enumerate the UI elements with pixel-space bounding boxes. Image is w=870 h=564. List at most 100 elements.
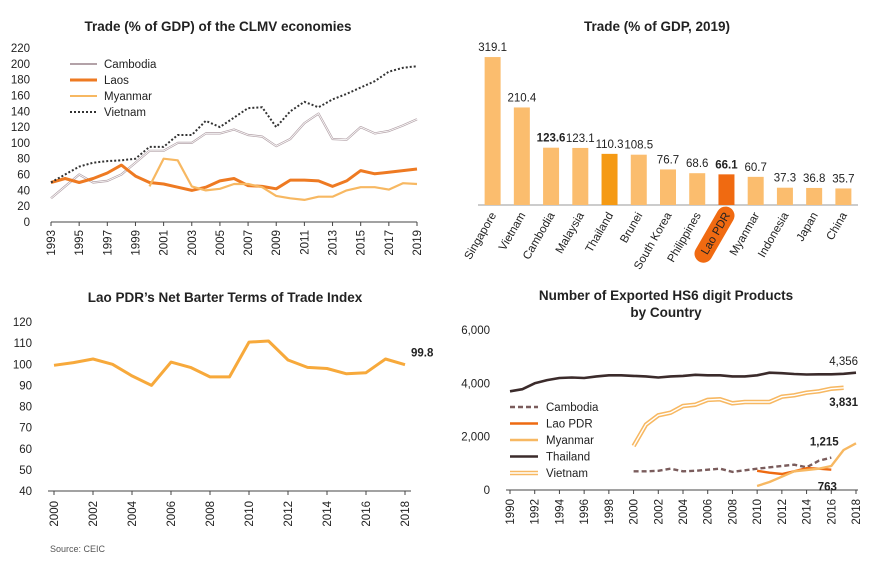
x-tick-label: 1990 (505, 499, 517, 525)
highlight-pill (694, 206, 735, 263)
x-tick-label: 2013 (328, 230, 340, 256)
x-tick-label: 1996 (579, 499, 591, 525)
y-tick-label: 80 (19, 402, 32, 414)
data-label: 35.7 (832, 173, 854, 185)
value-annotation: 763 (818, 482, 837, 494)
x-tick-label: 1993 (46, 230, 58, 256)
data-label: 108.5 (624, 140, 653, 152)
y-tick-label: 6,000 (461, 325, 490, 337)
series-line-cambodia (50, 112, 418, 200)
y-tick-label: 2,000 (461, 432, 490, 444)
legend-label: Thailand (546, 452, 590, 464)
y-tick-label: 60 (17, 170, 30, 182)
bar-brunei (630, 154, 647, 205)
series-line-myanmar (756, 442, 857, 488)
bar-malaysia (572, 147, 589, 205)
legend-label: Laos (104, 75, 129, 87)
chart-trade-2019: Trade (% of GDP, 2019) 319.1 Singapore 210.… (463, 19, 858, 272)
x-tick-label: China (825, 210, 851, 243)
y-tick-label: 160 (11, 90, 30, 102)
chart-hs6-products: Number of Exported HS6 digit Products by … (461, 288, 863, 525)
x-tick-label: 1994 (554, 498, 566, 524)
x-tick-label: 2014 (322, 500, 334, 526)
x-tick-label: 2001 (159, 230, 171, 256)
x-tick-label: 2006 (166, 501, 178, 527)
x-tick-label: 1995 (74, 230, 86, 256)
bar-indonesia (776, 187, 793, 205)
x-tick-label: Malaysia (554, 210, 587, 256)
y-tick-label: 70 (19, 423, 32, 435)
x-tick-label: 2009 (271, 230, 283, 256)
chart-lao-nbtt: Lao PDR’s Net Barter Terms of Trade Inde… (13, 290, 434, 527)
y-tick-label: 90 (19, 380, 32, 392)
data-label: 76.7 (657, 154, 679, 166)
bar-lao-pdr (718, 174, 735, 205)
series-line-nbtt (53, 339, 406, 387)
series-line-laos (50, 163, 418, 192)
x-tick-label: 2010 (752, 499, 764, 525)
bar-china (835, 188, 852, 205)
bar-myanmar (747, 176, 764, 205)
x-tick-label: 2004 (127, 500, 139, 526)
legend-label: Myanmar (546, 435, 594, 447)
y-tick-label: 40 (19, 486, 32, 498)
x-tick-label: 2015 (356, 230, 368, 256)
y-tick-label: 140 (11, 106, 30, 118)
chart-title: Lao PDR’s Net Barter Terms of Trade Inde… (88, 290, 363, 305)
bar-singapore (484, 57, 501, 205)
series-line-thailand (509, 371, 857, 393)
x-tick-label: 2002 (88, 501, 100, 527)
y-tick-label: 120 (13, 317, 32, 329)
value-annotation: 4,356 (829, 356, 858, 368)
x-tick-label: 2014 (802, 498, 814, 524)
legend-label: Cambodia (546, 402, 599, 414)
series-line-myanmar (148, 157, 418, 201)
series-line-vietnam (50, 65, 418, 184)
x-tick-label: 2012 (777, 499, 789, 525)
data-label: 123.6 (537, 133, 566, 145)
y-tick-label: 0 (484, 485, 490, 497)
data-label: 66.1 (715, 159, 738, 171)
x-tick-label: 1999 (130, 230, 142, 256)
x-tick-label: Vietnam (497, 211, 528, 253)
data-label: 110.3 (596, 139, 624, 151)
y-tick-label: 120 (11, 122, 30, 134)
value-annotation: 1,215 (810, 437, 839, 449)
x-tick-label: 2003 (187, 230, 199, 256)
x-tick-label: 2002 (653, 499, 665, 525)
y-tick-label: 40 (17, 185, 30, 197)
x-tick-label: 2018 (400, 501, 412, 527)
data-label: 36.8 (803, 173, 825, 185)
data-label: 210.4 (507, 92, 536, 104)
y-tick-label: 100 (11, 138, 30, 150)
x-tick-label: Brunei (618, 211, 645, 246)
y-tick-label: 220 (11, 43, 30, 55)
x-tick-label: 2016 (826, 499, 838, 525)
chart-title: Trade (% of GDP) of the CLMV economies (84, 19, 351, 34)
chart-title: by Country (630, 305, 702, 320)
x-tick-label: Singapore (463, 210, 500, 261)
legend-label: Vietnam (104, 107, 146, 119)
data-label: 319.1 (478, 42, 507, 54)
value-annotation: 3,831 (829, 397, 858, 409)
source-note: Source: CEIC (50, 544, 106, 554)
y-tick-label: 110 (14, 338, 32, 350)
x-tick-label: 2018 (851, 499, 863, 525)
legend-label: Vietnam (546, 468, 588, 480)
bar-japan (806, 187, 823, 205)
x-tick-label: Thailand (584, 211, 616, 255)
y-tick-label: 60 (19, 444, 32, 456)
legend-label: Lao PDR (546, 419, 593, 431)
y-tick-label: 80 (17, 154, 30, 166)
x-tick-label: 2011 (299, 230, 311, 255)
y-tick-label: 180 (11, 75, 30, 87)
y-tick-label: 200 (11, 59, 30, 71)
x-tick-label: 1998 (604, 499, 616, 525)
legend-label: Myanmar (104, 91, 152, 103)
x-tick-label: 2005 (215, 230, 227, 256)
x-tick-label: 2007 (243, 230, 255, 256)
y-tick-label: 20 (17, 201, 30, 213)
series-line-inner (50, 113, 418, 199)
chart-clmv-trade: Trade (% of GDP) of the CLMV economies 0 2… (11, 19, 424, 256)
